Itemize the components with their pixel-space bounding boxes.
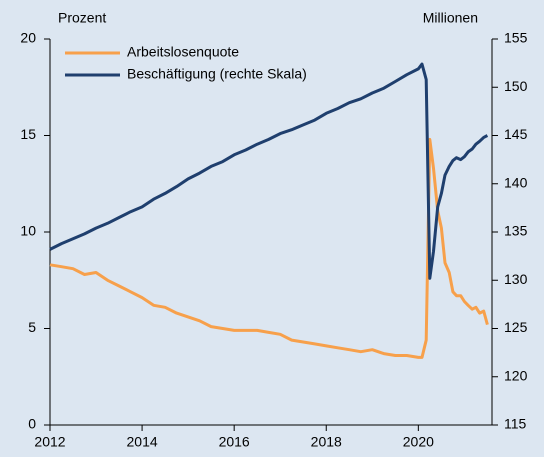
x-tick-label: 2020 bbox=[403, 434, 434, 450]
legend-label: Beschäftigung (rechte Skala) bbox=[127, 66, 307, 82]
y2-tick-label: 150 bbox=[504, 78, 528, 94]
y2-tick-label: 135 bbox=[504, 223, 528, 239]
y-tick-label: 15 bbox=[20, 126, 36, 142]
x-tick-label: 2018 bbox=[311, 434, 342, 450]
y2-tick-label: 115 bbox=[504, 416, 527, 432]
y2-tick-label: 130 bbox=[504, 271, 528, 287]
y-tick-label: 0 bbox=[28, 416, 36, 432]
x-tick-label: 2014 bbox=[127, 434, 158, 450]
x-tick-label: 2016 bbox=[219, 434, 250, 450]
y2-tick-label: 140 bbox=[504, 174, 528, 190]
x-tick-label: 2012 bbox=[34, 434, 65, 450]
y2-axis-label: Millionen bbox=[423, 10, 478, 26]
y2-tick-label: 125 bbox=[504, 319, 528, 335]
legend-label: Arbeitslosenquote bbox=[127, 44, 239, 60]
series-line bbox=[49, 62, 489, 280]
y2-tick-label: 120 bbox=[504, 367, 528, 383]
y-tick-label: 10 bbox=[20, 223, 36, 239]
y-axis-label: Prozent bbox=[58, 10, 106, 26]
series-line bbox=[49, 137, 489, 359]
y2-tick-label: 155 bbox=[504, 30, 528, 46]
y-tick-label: 5 bbox=[28, 319, 36, 335]
y2-tick-label: 145 bbox=[504, 126, 528, 142]
y-tick-label: 20 bbox=[20, 30, 36, 46]
